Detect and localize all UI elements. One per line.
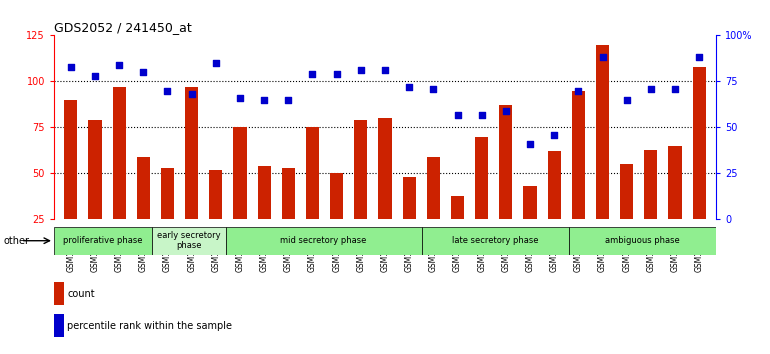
Bar — [89, 120, 102, 219]
Bar — [596, 45, 609, 219]
Bar — [668, 146, 681, 219]
Bar — [112, 87, 126, 219]
Bar — [620, 164, 633, 219]
Bar — [161, 168, 174, 219]
Text: ambiguous phase: ambiguous phase — [605, 236, 680, 245]
Bar — [499, 105, 513, 219]
Point — [330, 71, 343, 77]
Bar — [422, 227, 569, 255]
Point — [379, 68, 391, 73]
Point — [669, 86, 681, 92]
Bar — [64, 100, 78, 219]
Bar — [233, 127, 246, 219]
Bar — [282, 168, 295, 219]
Bar — [692, 67, 706, 219]
Bar — [378, 118, 392, 219]
Text: early secretory
phase: early secretory phase — [157, 231, 221, 250]
Point — [524, 141, 536, 147]
Bar — [257, 166, 271, 219]
Bar — [547, 152, 561, 219]
Point — [355, 68, 367, 73]
Point — [162, 88, 174, 93]
Point — [234, 95, 246, 101]
Point — [282, 97, 294, 103]
Text: other: other — [4, 236, 30, 246]
Point — [500, 108, 512, 114]
Point — [137, 69, 149, 75]
Bar — [475, 137, 488, 219]
Bar — [451, 195, 464, 219]
Point — [427, 86, 440, 92]
Bar — [644, 149, 658, 219]
Point — [644, 86, 657, 92]
Text: proliferative phase: proliferative phase — [63, 236, 142, 245]
Point — [113, 62, 126, 68]
Point — [65, 64, 77, 69]
Point — [693, 55, 705, 60]
Bar — [330, 173, 343, 219]
Point — [451, 112, 464, 118]
Bar — [427, 157, 440, 219]
Bar — [226, 227, 422, 255]
Point — [476, 112, 488, 118]
Point — [186, 91, 198, 97]
Bar — [571, 91, 585, 219]
Bar — [306, 127, 319, 219]
Bar — [524, 186, 537, 219]
Bar — [209, 170, 223, 219]
Bar — [137, 157, 150, 219]
Point — [596, 55, 608, 60]
Point — [548, 132, 561, 138]
Text: percentile rank within the sample: percentile rank within the sample — [68, 321, 233, 331]
Point — [209, 60, 222, 66]
Bar — [569, 227, 716, 255]
Bar — [185, 87, 199, 219]
Bar — [54, 314, 63, 337]
Bar — [54, 282, 63, 305]
Point — [403, 84, 415, 90]
Bar — [354, 120, 367, 219]
Point — [621, 97, 633, 103]
Point — [89, 73, 101, 79]
Point — [572, 88, 584, 93]
Text: count: count — [68, 289, 95, 299]
Text: GDS2052 / 241450_at: GDS2052 / 241450_at — [54, 21, 192, 34]
Point — [258, 97, 270, 103]
Bar — [152, 227, 226, 255]
Bar — [403, 177, 416, 219]
Bar — [54, 227, 152, 255]
Text: late secretory phase: late secretory phase — [452, 236, 539, 245]
Point — [306, 71, 319, 77]
Text: mid secretory phase: mid secretory phase — [280, 236, 367, 245]
